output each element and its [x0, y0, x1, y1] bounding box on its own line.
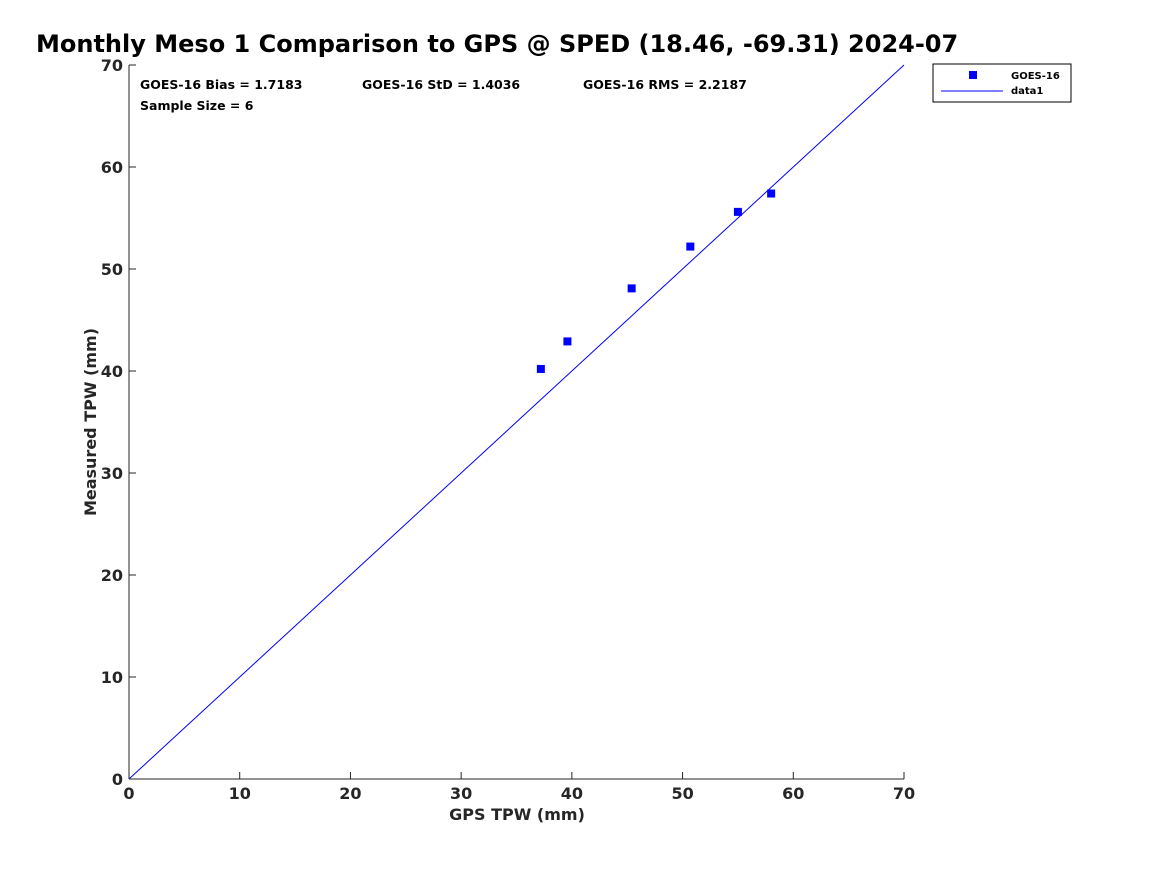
x-tick-label: 20 — [339, 784, 361, 803]
legend-marker-goes16 — [969, 71, 977, 79]
y-tick-label: 30 — [101, 464, 123, 483]
legend-label-data1: data1 — [1011, 86, 1043, 97]
y-tick-label: 0 — [112, 770, 123, 789]
x-tick-label: 60 — [782, 784, 804, 803]
legend-box — [932, 63, 1072, 103]
data-point — [563, 337, 572, 346]
x-tick-label: 30 — [450, 784, 472, 803]
x-tick-label: 10 — [229, 784, 251, 803]
y-axis-label: Measured TPW (mm) — [81, 328, 100, 516]
data-point — [627, 284, 636, 293]
legend: GOES-16 data1 — [932, 63, 1072, 103]
data-point — [733, 207, 742, 216]
y-tick-label: 60 — [101, 158, 123, 177]
rms-annotation: GOES-16 RMS = 2.2187 — [583, 77, 747, 92]
stats-annotations: GOES-16 Bias = 1.7183 GOES-16 StD = 1.40… — [140, 77, 747, 113]
x-tick-label: 70 — [893, 784, 915, 803]
series-line-data1 — [128, 64, 905, 780]
y-tick-label: 50 — [101, 260, 123, 279]
data-point — [767, 189, 776, 198]
legend-label-goes16: GOES-16 — [1011, 71, 1060, 82]
y-tick-label: 70 — [101, 56, 123, 75]
data-point — [686, 242, 695, 251]
y-tick-label: 10 — [101, 668, 123, 687]
std-annotation: GOES-16 StD = 1.4036 — [362, 77, 520, 92]
sample-size-annotation: Sample Size = 6 — [140, 98, 254, 113]
data-point — [536, 364, 545, 373]
plot-area: 0 10 20 30 40 50 60 70 0 10 20 30 40 50 60 70 — [101, 56, 915, 803]
y-tick-label: 20 — [101, 566, 123, 585]
x-tick-label: 0 — [123, 784, 134, 803]
x-axis-label: GPS TPW (mm) — [449, 805, 585, 824]
y-tick-label: 40 — [101, 362, 123, 381]
x-tick-label: 40 — [561, 784, 583, 803]
chart-title: Monthly Meso 1 Comparison to GPS @ SPED … — [36, 30, 958, 58]
x-tick-label: 50 — [671, 784, 693, 803]
bias-annotation: GOES-16 Bias = 1.7183 — [140, 77, 302, 92]
